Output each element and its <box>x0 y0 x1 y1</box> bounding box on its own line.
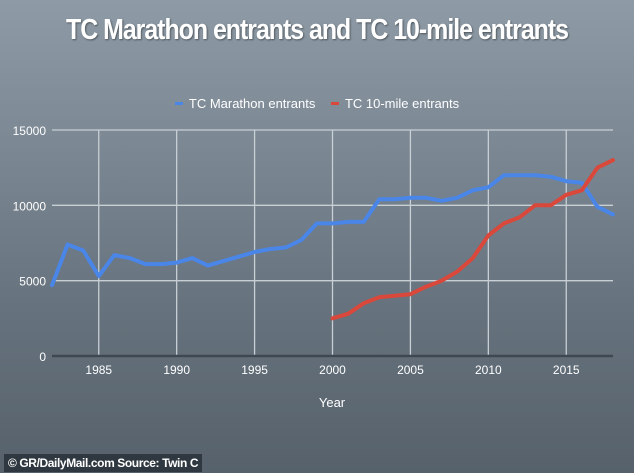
x-tick-label: 2000 <box>319 363 346 377</box>
series-line-10mile <box>330 158 615 321</box>
y-tick-label: 15000 <box>13 124 47 138</box>
x-axis-label: Year <box>319 395 346 410</box>
chart-title: TC Marathon entrants and TC 10-mile entr… <box>66 14 569 46</box>
x-tick-label: 1985 <box>85 363 112 377</box>
legend-item-10mile: TC 10-mile entrants <box>330 96 460 111</box>
y-tick-label: 0 <box>39 350 46 364</box>
x-tick-label: 1995 <box>241 363 268 377</box>
y-tick-label: 10000 <box>13 199 47 213</box>
legend: TC Marathon entrants TC 10-mile entrants <box>0 93 634 111</box>
x-tick-label: 2010 <box>475 363 502 377</box>
legend-swatch-marathon <box>174 102 183 105</box>
legend-label-10mile: TC 10-mile entrants <box>344 96 460 111</box>
x-tick-label: 1990 <box>163 363 190 377</box>
x-tick-label: 2005 <box>397 363 424 377</box>
source-credit: © GR/DailyMail.com Source: Twin C <box>4 454 203 472</box>
x-tick-label: 2015 <box>553 363 580 377</box>
legend-item-marathon: TC Marathon entrants <box>174 96 316 111</box>
y-tick-label: 5000 <box>19 275 46 289</box>
legend-label-marathon: TC Marathon entrants <box>188 96 316 111</box>
legend-swatch-10mile <box>330 102 339 105</box>
